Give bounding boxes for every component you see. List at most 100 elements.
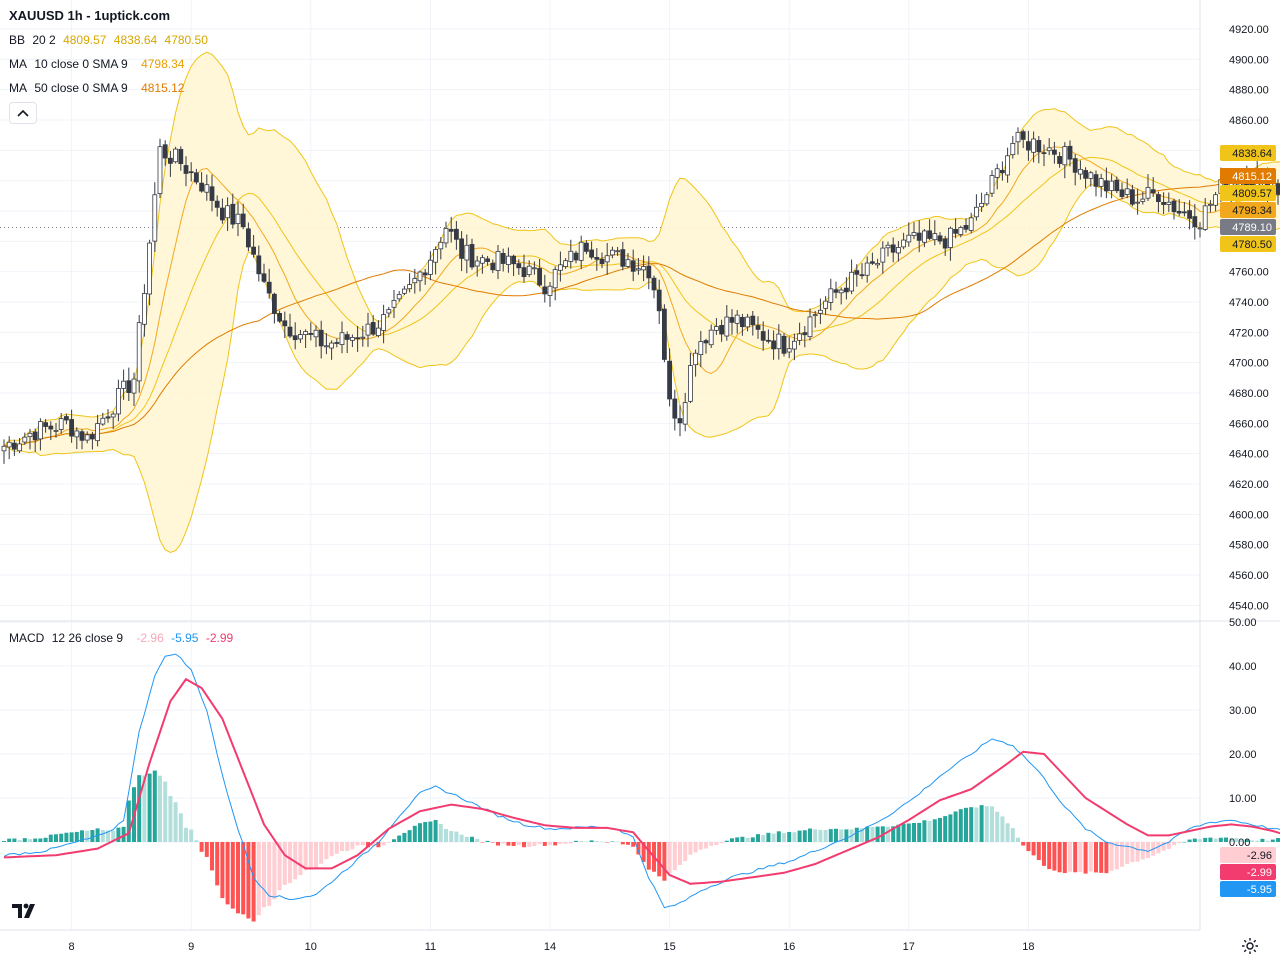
macd-hist-bar <box>428 821 433 842</box>
time-tick-label: 18 <box>1022 941 1034 953</box>
candle-body <box>147 242 153 295</box>
macd-hist-bar <box>303 842 308 871</box>
macd-hist-bar <box>693 842 698 853</box>
macd-hist-bar <box>1276 838 1280 842</box>
candle-body <box>844 287 849 293</box>
candlesticks <box>1 127 1280 464</box>
macd-hist-bar <box>33 838 38 842</box>
macd-hist-bar <box>267 842 272 906</box>
time-tick-label: 10 <box>305 941 317 953</box>
candle-body <box>162 144 168 159</box>
macd-hist-bar <box>953 811 958 842</box>
macd-hist-bar <box>537 842 542 844</box>
macd-params: 12 26 close 9 <box>51 631 124 645</box>
macd-tick-label: 10.00 <box>1229 793 1257 805</box>
macd-hist-bar <box>932 819 937 842</box>
macd-hist-bar <box>184 827 188 842</box>
candle-body <box>755 325 761 330</box>
macd-hist-bar <box>48 834 53 842</box>
macd-hist-bar <box>1109 842 1114 871</box>
candle-body <box>1156 194 1161 203</box>
candle-body <box>984 194 990 205</box>
candle-body <box>625 259 631 267</box>
signal-line <box>3 677 1280 885</box>
candle-body <box>443 228 449 244</box>
ma10-params: 10 close 0 SMA 9 <box>34 57 128 71</box>
macd-hist-bar <box>870 826 875 842</box>
macd-hist-bar <box>740 836 745 842</box>
macd-line <box>3 653 1280 909</box>
candle-body <box>1098 178 1104 187</box>
macd-hist-bar <box>1114 842 1119 870</box>
gear-icon[interactable] <box>1240 936 1260 956</box>
macd-hist-bar <box>917 822 922 842</box>
candle-body <box>1062 146 1068 166</box>
macd-hist-bar <box>1234 838 1239 842</box>
macd-hist-bar <box>568 842 573 844</box>
candle-body <box>360 336 366 339</box>
candle-body <box>58 418 64 430</box>
macd-hist-bar <box>839 829 844 842</box>
macd-hist-bar <box>402 832 407 842</box>
macd-hist-bar <box>662 842 667 881</box>
macd-hist-bar <box>116 827 121 842</box>
price-badge-bg <box>1220 145 1276 161</box>
candle-body <box>630 260 636 272</box>
candle-body <box>1114 179 1120 192</box>
candle-body <box>854 270 860 275</box>
ma10-legend[interactable]: MA 10 close 0 SMA 9 4798.34 <box>9 57 188 71</box>
candle-body <box>646 265 652 279</box>
collapse-legend-button[interactable] <box>9 102 37 124</box>
macd-hist-bar <box>282 842 287 885</box>
bb-upper-line <box>3 51 1280 447</box>
macd-hist-bar <box>1161 842 1166 851</box>
macd-hist-bar <box>1250 840 1254 842</box>
price-tick-label: 4560.00 <box>1229 570 1269 582</box>
macd-hist-bar <box>147 773 152 842</box>
ma50-legend[interactable]: MA 50 close 0 SMA 9 4815.12 <box>9 81 188 95</box>
macd-hist-bar <box>12 838 17 842</box>
candle-body <box>688 365 693 402</box>
macd-hist-bar <box>1208 837 1213 842</box>
tradingview-logo-icon[interactable] <box>10 898 40 922</box>
price-tick-label: 4620.00 <box>1229 479 1269 491</box>
macd-badge-bg <box>1220 881 1276 897</box>
macd-hist-bar <box>1083 842 1088 874</box>
candle-body <box>126 380 132 393</box>
macd-hist-bar <box>1218 837 1223 842</box>
candle-body <box>209 186 215 201</box>
macd-hist-bar <box>709 842 714 846</box>
candle-body <box>235 213 241 225</box>
macd-hist-bar <box>69 832 74 842</box>
macd-hist-bar <box>771 833 776 842</box>
macd-hist-bar <box>485 840 490 842</box>
candle-body <box>521 267 527 277</box>
symbol-title[interactable]: XAUUSD 1h - 1uptick.com <box>9 8 174 23</box>
macd-hist-bar <box>506 842 511 846</box>
candle-body <box>906 234 912 243</box>
macd-hist-bar <box>1156 842 1161 854</box>
macd-hist-bar <box>542 842 547 846</box>
candle-body <box>776 333 782 350</box>
macd-hist-bar <box>1104 842 1109 874</box>
candle-body <box>152 194 158 242</box>
macd-hist-bar <box>730 838 734 842</box>
macd-hist-bar <box>558 842 563 844</box>
macd-hist-bar <box>121 826 126 842</box>
candle-body <box>266 281 272 294</box>
macd-hist-bar <box>418 823 422 842</box>
candle-body <box>547 285 553 296</box>
macd-legend[interactable]: MACD 12 26 close 9 -2.96 -5.95 -2.99 <box>9 631 237 645</box>
macd-hist-bar <box>1140 842 1145 860</box>
macd-hist-bar <box>802 830 807 842</box>
candle-body <box>261 273 267 282</box>
candle-body <box>490 262 496 271</box>
candle-body <box>381 314 387 331</box>
candle-body <box>318 329 324 347</box>
bb-legend[interactable]: BB 20 2 4809.57 4838.64 4780.50 <box>9 33 212 47</box>
price-tick-label: 4860.00 <box>1229 115 1269 127</box>
macd-hist-bar <box>392 839 396 842</box>
macd-hist-bar <box>210 842 214 871</box>
macd-hist-bar <box>464 836 469 842</box>
